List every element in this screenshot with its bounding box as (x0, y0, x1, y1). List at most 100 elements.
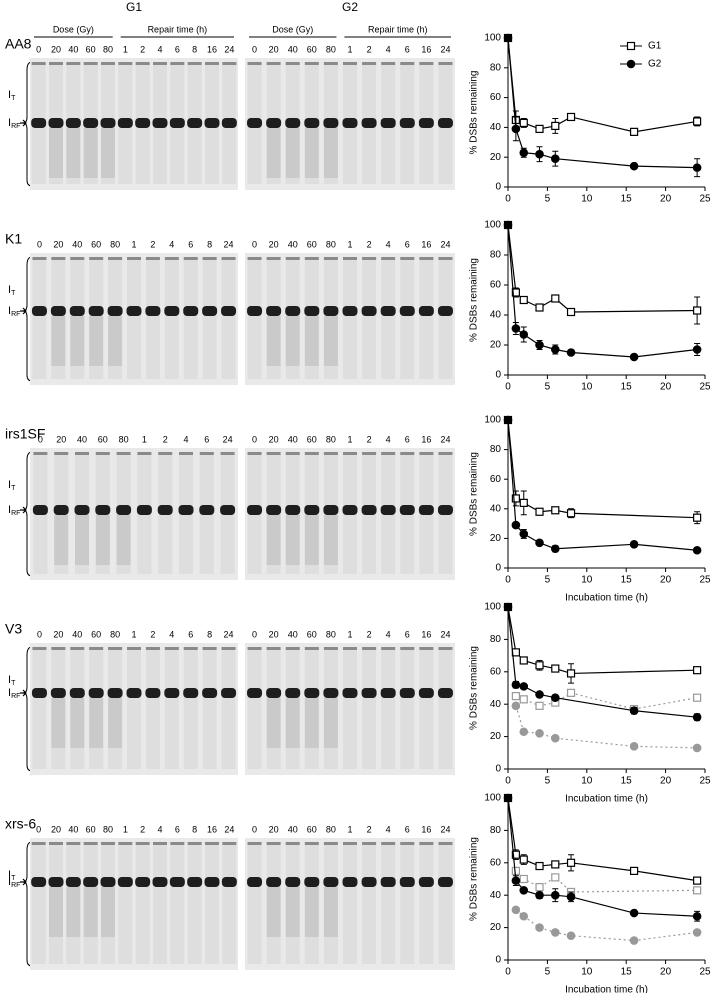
marker (519, 498, 528, 507)
lane-label: 2 (367, 434, 372, 444)
main-band (199, 505, 215, 515)
lane-smear (202, 257, 217, 379)
well-band (247, 257, 262, 260)
marker (519, 855, 528, 864)
lane-smear (438, 647, 453, 769)
marker (551, 294, 560, 303)
main-band (266, 877, 282, 887)
damage-smear (266, 316, 281, 366)
marker (503, 602, 513, 612)
lane-label: 1 (347, 44, 352, 54)
well-band (266, 452, 281, 455)
damage-smear (49, 128, 63, 178)
damage-smear (108, 316, 123, 366)
series-line (507, 797, 698, 917)
well-band (31, 842, 46, 845)
well-band (400, 452, 415, 455)
label-subscript: T (11, 680, 16, 687)
damage-smear (285, 698, 300, 748)
lane-label: 20 (53, 629, 63, 639)
well-band (247, 647, 262, 650)
band-label: IRF (8, 876, 20, 889)
label-letter: I (8, 674, 11, 686)
marker (566, 931, 576, 941)
well-band (187, 842, 202, 845)
damage-smear (304, 515, 319, 565)
lane-label: 1 (347, 824, 352, 834)
well-band (381, 452, 396, 455)
lane-label: 16 (421, 239, 431, 249)
lane-label: 1 (347, 239, 352, 249)
marker (693, 666, 702, 675)
y-tick-label: 80 (490, 634, 502, 645)
marker (511, 691, 520, 701)
lane-label: 16 (207, 44, 217, 54)
marker (551, 664, 560, 673)
x-tick-label: 20 (660, 575, 672, 586)
main-band (399, 877, 415, 887)
main-band (31, 688, 47, 698)
well-band (304, 452, 319, 455)
well-band (323, 257, 338, 260)
lane-label: 40 (288, 824, 298, 834)
marker (511, 701, 521, 711)
marker (519, 695, 528, 704)
lane-smear (145, 647, 160, 769)
top-region-label: IT (8, 479, 16, 492)
main-band (116, 505, 132, 515)
main-band (187, 118, 203, 128)
y-tick-label: 40 (490, 699, 502, 710)
well-band (400, 62, 415, 65)
x-tick-label: 20 (660, 776, 672, 787)
well-band (108, 647, 123, 650)
well-band (127, 257, 141, 260)
main-band (437, 306, 453, 316)
well-band (135, 842, 150, 845)
marker (535, 729, 544, 738)
label-subscript: T (11, 875, 16, 882)
marker (629, 161, 639, 171)
damage-smear (95, 515, 110, 565)
lane-label: 6 (405, 629, 410, 639)
well-band (362, 257, 377, 260)
lane-smear (183, 257, 198, 379)
lane-smear (343, 257, 357, 379)
lane-smear (32, 647, 47, 769)
damage-smear (266, 698, 281, 748)
well-band (285, 452, 300, 455)
damage-smear (70, 316, 85, 366)
well-band (187, 62, 202, 65)
legend-marker (626, 59, 636, 69)
well-band (221, 257, 236, 260)
well-band (266, 647, 281, 650)
marker (692, 712, 702, 722)
marker (693, 876, 702, 885)
lane-label: 40 (288, 239, 298, 249)
marker (519, 529, 529, 539)
lane-label: 2 (367, 44, 372, 54)
main-band (31, 877, 47, 887)
marker (535, 923, 544, 932)
top-region-label: IT (8, 674, 16, 687)
main-band (164, 306, 180, 316)
marker (550, 928, 560, 937)
main-band (169, 877, 185, 887)
main-band (342, 688, 358, 698)
main-band (361, 877, 377, 887)
lane-label: 80 (326, 434, 336, 444)
marker (519, 295, 528, 305)
lane-label: 40 (72, 629, 82, 639)
marker (535, 340, 544, 350)
main-band (31, 118, 47, 128)
well-band (247, 62, 262, 65)
well-band (343, 62, 357, 65)
series-line (507, 419, 698, 519)
well-band (145, 257, 160, 260)
x-tick-label: 15 (621, 776, 633, 787)
main-band (136, 505, 152, 515)
damage-smear (70, 698, 85, 748)
x-tick-label: 15 (621, 194, 633, 205)
well-band (83, 842, 98, 845)
brace (22, 841, 33, 967)
gel-image (30, 838, 238, 970)
